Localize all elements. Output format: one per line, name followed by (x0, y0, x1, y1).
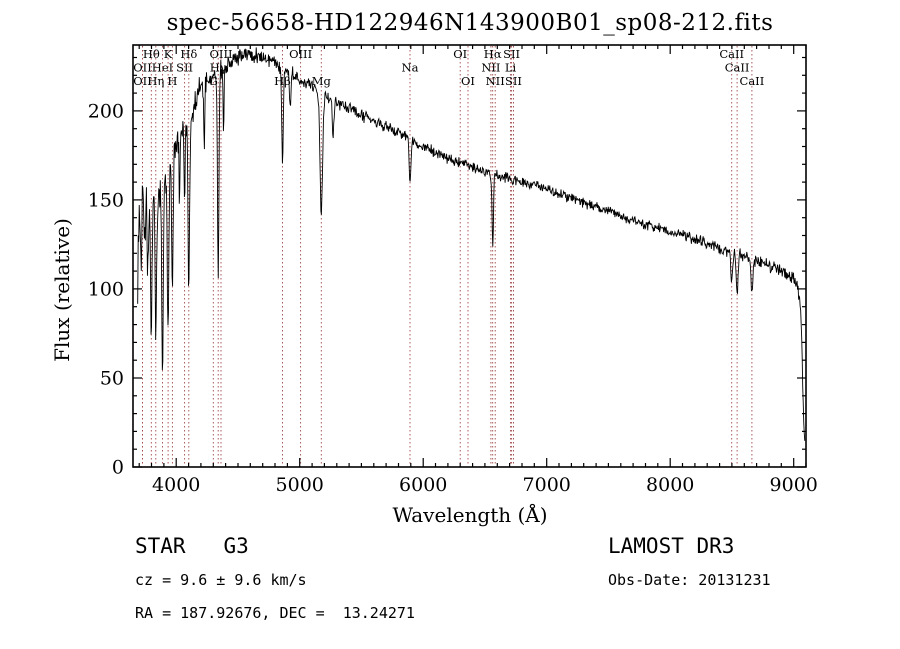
spectral-line-label: Hγ (210, 61, 227, 75)
spectral-line-label: OI (461, 74, 475, 88)
spectral-line-label: SII (503, 47, 520, 61)
obsdate-text: Obs-Date: 20131231 (608, 571, 771, 589)
x-axis-tick-label: 5000 (276, 474, 324, 496)
spectral-line-label: CaII (719, 47, 744, 61)
y-axis-tick-label: 50 (100, 368, 124, 390)
footer-right-block: LAMOST DR3 Obs-Date: 20131231 (608, 534, 771, 604)
spectral-line-label: SII (176, 61, 193, 75)
spectral-line-label: OIII (289, 47, 312, 61)
spectral-line-label: Hα (484, 47, 502, 61)
spectral-line-label: OI (453, 47, 467, 61)
x-axis-tick-label: 7000 (523, 474, 571, 496)
spectral-line-label: OII (133, 61, 152, 75)
spectral-line-label: G (209, 74, 218, 88)
spectral-line-label: Hδ (180, 47, 197, 61)
x-axis-tick-label: 8000 (646, 474, 694, 496)
y-axis-tick-label: 200 (88, 100, 124, 122)
radec-text: RA = 187.92676, DEC = 13.24271 (135, 604, 415, 622)
plot-title: spec-56658-HD122946N143900B01_sp08-212.f… (166, 10, 774, 36)
spectrum-path (137, 47, 806, 441)
y-axis-tick-label: 0 (112, 457, 124, 479)
spectral-line-label: Hθ (143, 47, 160, 61)
y-axis: 0 50 100 150 200 (88, 56, 806, 479)
spectral-line-label: NII (481, 61, 500, 75)
cz-text: cz = 9.6 ± 9.6 km/s (135, 571, 307, 589)
spectral-line-label: HeI (152, 61, 173, 75)
plot-frame (132, 44, 807, 468)
spectral-line-labels: OIIOIIHθHηHeIKHSIIHδGHγOIIIHβOIIIMgNaOIO… (133, 47, 764, 88)
y-axis-tick-label: 150 (88, 189, 124, 211)
spectral-line-label: OIII (209, 47, 232, 61)
spectral-line-label: K (164, 47, 173, 61)
y-axis-label: Flux (relative) (50, 218, 74, 362)
spectral-line-label: Mg (312, 74, 332, 88)
spectral-line-label: CaII (740, 74, 765, 88)
y-axis-tick-label: 100 (88, 278, 124, 300)
x-axis-label: Wavelength (Å) (392, 503, 548, 527)
x-axis-tick-label: 4000 (152, 474, 200, 496)
classification-text: STAR G3 (135, 534, 249, 558)
footer-left-block: STAR G3 cz = 9.6 ± 9.6 km/s RA = 187.926… (135, 534, 415, 637)
survey-text: LAMOST DR3 (608, 534, 735, 558)
spectral-line-label: NII (486, 74, 505, 88)
spectral-line-label: H (167, 74, 177, 88)
x-axis-tick-label: 6000 (399, 474, 447, 496)
spectral-line-label: Li (505, 61, 517, 75)
x-axis-tick-label: 9000 (770, 474, 818, 496)
spectral-line-markers (142, 46, 753, 466)
spectral-line-label: Na (402, 61, 419, 75)
spectral-line-label: SII (505, 74, 522, 88)
spectral-line-label: Hβ (274, 74, 291, 88)
x-axis: 4000 5000 6000 7000 8000 9000 (138, 45, 818, 496)
spectral-line-label: OII (133, 74, 152, 88)
spectral-line-label: Hη (147, 74, 164, 88)
spectral-line-label: CaII (725, 61, 750, 75)
